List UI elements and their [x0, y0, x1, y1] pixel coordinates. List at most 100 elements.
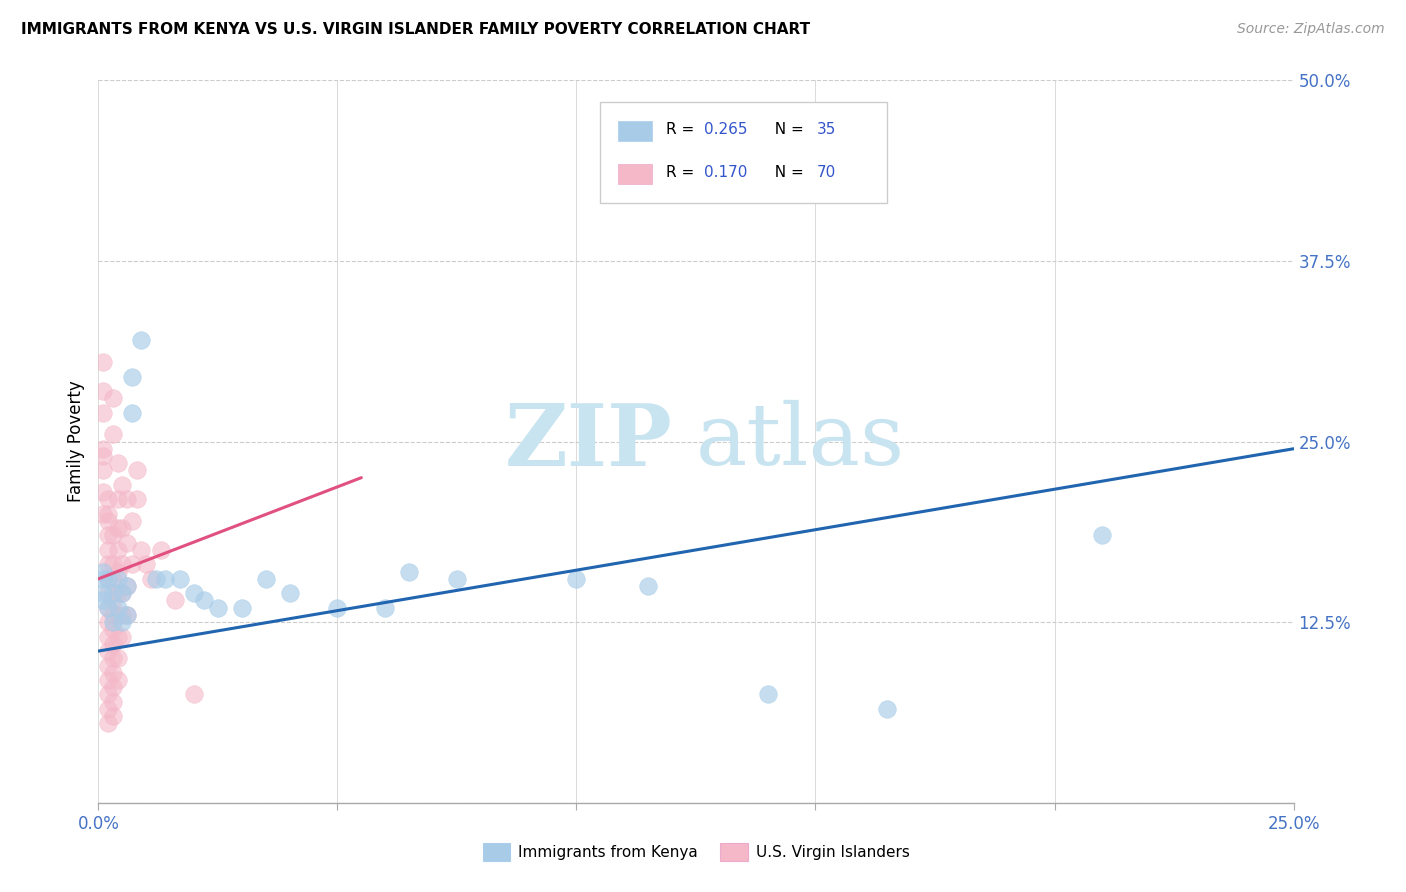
- Text: R =: R =: [666, 165, 699, 180]
- Text: Source: ZipAtlas.com: Source: ZipAtlas.com: [1237, 22, 1385, 37]
- Point: [326, 600, 349, 615]
- Point: [278, 586, 301, 600]
- Point: [121, 514, 143, 528]
- Point: [91, 442, 114, 456]
- Point: [446, 572, 468, 586]
- Text: 35: 35: [817, 122, 837, 136]
- Point: [97, 492, 120, 507]
- Point: [91, 449, 114, 463]
- Point: [91, 593, 114, 607]
- Point: [121, 369, 143, 384]
- Point: [115, 579, 138, 593]
- Point: [107, 607, 129, 622]
- Point: [565, 572, 588, 586]
- Legend: Immigrants from Kenya, U.S. Virgin Islanders: Immigrants from Kenya, U.S. Virgin Islan…: [477, 837, 915, 867]
- Point: [91, 485, 114, 500]
- Point: [254, 572, 277, 586]
- Text: N =: N =: [765, 165, 808, 180]
- Point: [637, 579, 659, 593]
- Point: [121, 558, 143, 572]
- Y-axis label: Family Poverty: Family Poverty: [66, 381, 84, 502]
- Point: [101, 528, 124, 542]
- Point: [107, 565, 129, 579]
- Point: [101, 572, 124, 586]
- Point: [97, 687, 120, 701]
- Point: [97, 702, 120, 716]
- Point: [193, 593, 215, 607]
- Point: [107, 673, 129, 687]
- Point: [115, 535, 138, 549]
- Point: [111, 615, 134, 630]
- Point: [97, 558, 120, 572]
- Text: N =: N =: [765, 122, 808, 136]
- Point: [97, 644, 120, 658]
- Point: [125, 492, 148, 507]
- Point: [207, 600, 229, 615]
- Point: [107, 456, 129, 470]
- Point: [115, 492, 138, 507]
- Text: atlas: atlas: [696, 400, 905, 483]
- Point: [876, 702, 898, 716]
- Point: [101, 615, 124, 630]
- Point: [107, 572, 129, 586]
- Point: [91, 586, 114, 600]
- Point: [135, 558, 157, 572]
- Point: [97, 716, 120, 731]
- Point: [115, 579, 138, 593]
- Point: [91, 463, 114, 477]
- Text: IMMIGRANTS FROM KENYA VS U.S. VIRGIN ISLANDER FAMILY POVERTY CORRELATION CHART: IMMIGRANTS FROM KENYA VS U.S. VIRGIN ISL…: [21, 22, 810, 37]
- Point: [101, 695, 124, 709]
- Text: 0.265: 0.265: [704, 122, 748, 136]
- FancyBboxPatch shape: [619, 120, 652, 141]
- Point: [107, 492, 129, 507]
- Point: [97, 572, 120, 586]
- Point: [169, 572, 191, 586]
- Point: [91, 572, 114, 586]
- Point: [107, 630, 129, 644]
- Point: [145, 572, 167, 586]
- Point: [111, 586, 134, 600]
- Point: [101, 709, 124, 723]
- Point: [97, 600, 120, 615]
- Text: ZIP: ZIP: [505, 400, 672, 483]
- Point: [97, 572, 120, 586]
- Point: [111, 586, 134, 600]
- Point: [111, 607, 134, 622]
- Point: [163, 593, 186, 607]
- Point: [101, 391, 124, 405]
- Point: [97, 542, 120, 557]
- Point: [101, 680, 124, 694]
- Point: [97, 658, 120, 673]
- Text: R =: R =: [666, 122, 699, 136]
- Point: [398, 565, 420, 579]
- Point: [97, 630, 120, 644]
- Point: [101, 427, 124, 442]
- Text: 0.170: 0.170: [704, 165, 748, 180]
- Point: [97, 507, 120, 521]
- Point: [91, 406, 114, 420]
- Point: [101, 586, 124, 600]
- Point: [91, 507, 114, 521]
- Point: [111, 521, 134, 535]
- Point: [101, 558, 124, 572]
- Point: [183, 586, 205, 600]
- Point: [97, 600, 120, 615]
- Point: [107, 542, 129, 557]
- Point: [101, 651, 124, 665]
- Point: [111, 630, 134, 644]
- Point: [97, 586, 120, 600]
- Point: [91, 355, 114, 369]
- Point: [107, 600, 129, 615]
- Point: [107, 586, 129, 600]
- Point: [101, 637, 124, 651]
- Point: [183, 687, 205, 701]
- Point: [107, 521, 129, 535]
- Point: [111, 478, 134, 492]
- Point: [97, 514, 120, 528]
- Point: [91, 384, 114, 398]
- Point: [91, 565, 114, 579]
- Point: [1091, 528, 1114, 542]
- Point: [231, 600, 253, 615]
- Point: [125, 463, 148, 477]
- Point: [101, 623, 124, 637]
